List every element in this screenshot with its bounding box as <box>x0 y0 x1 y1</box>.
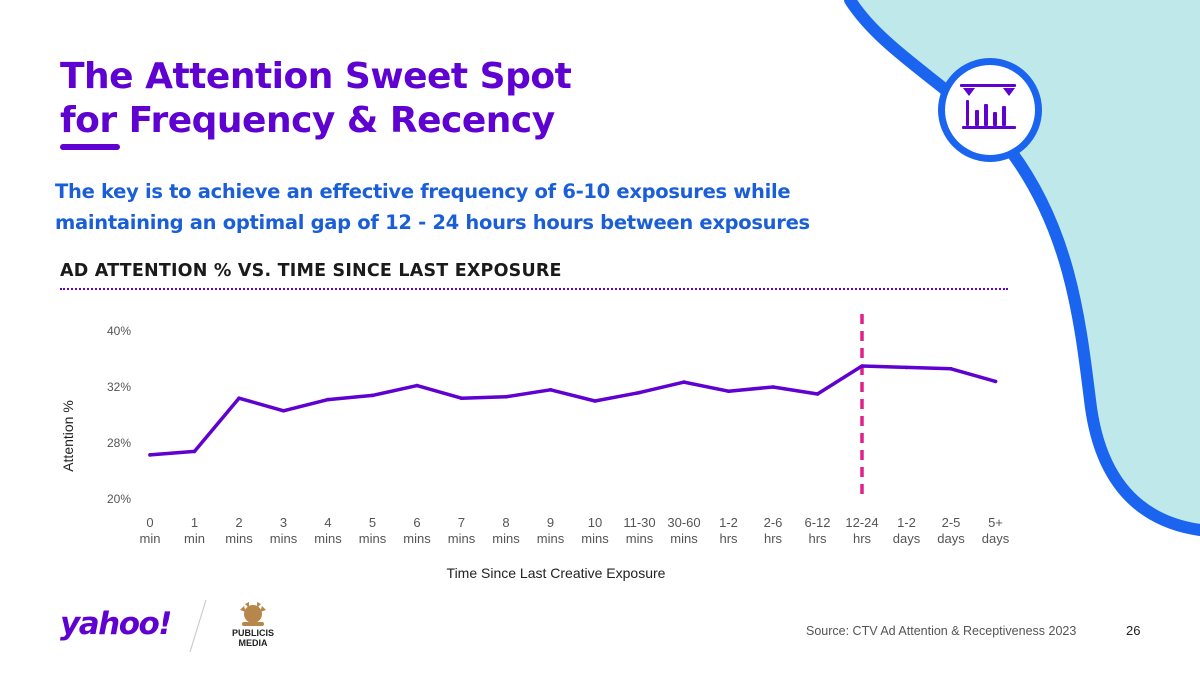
x-tick-label: days <box>893 531 921 546</box>
logo-divider <box>189 599 207 653</box>
subtitle-line-2: maintaining an optimal gap of 12 - 24 ho… <box>55 211 810 234</box>
icon-badge <box>938 58 1042 162</box>
source-note: Source: CTV Ad Attention & Receptiveness… <box>806 624 1077 638</box>
x-tick-label: 1-2 <box>897 515 916 530</box>
slide-subtitle: The key is to achieve an effective frequ… <box>55 176 915 238</box>
title-line-1: The Attention Sweet Spot <box>60 56 572 97</box>
x-tick-label: 5+ <box>988 515 1003 530</box>
x-tick-label: 2-5 <box>942 515 961 530</box>
data-point <box>548 388 553 392</box>
x-tick-label: days <box>937 531 965 546</box>
x-tick-label: 7 <box>458 515 465 530</box>
x-tick-label: 2-6 <box>764 515 783 530</box>
subtitle-line-1: The key is to achieve an effective frequ… <box>55 180 791 203</box>
x-tick-label: 0 <box>146 515 153 530</box>
data-point <box>904 365 909 370</box>
x-tick-label: 11-30 <box>623 515 655 530</box>
data-point <box>370 393 375 398</box>
data-point <box>237 396 241 401</box>
x-tick-label: 8 <box>502 515 509 530</box>
data-point <box>415 383 419 388</box>
data-point <box>281 409 286 413</box>
x-tick-label: 6 <box>413 515 420 530</box>
data-point <box>459 396 464 401</box>
x-tick-label: mins <box>314 531 342 546</box>
y-axis-label: Attention % <box>60 400 76 472</box>
x-tick-label: mins <box>626 531 654 546</box>
x-tick-label: 5 <box>369 515 376 530</box>
x-tick-label: 4 <box>324 515 331 530</box>
x-tick-label: min <box>140 531 161 546</box>
x-tick-label: hrs <box>808 531 827 546</box>
data-point <box>726 389 731 394</box>
y-tick-label: 40% <box>107 324 131 338</box>
x-tick-label: 10 <box>588 515 602 530</box>
x-tick-label: 1 <box>191 515 198 530</box>
x-tick-label: mins <box>581 531 609 546</box>
y-tick-label: 32% <box>107 380 131 394</box>
x-tick-label: hrs <box>719 531 738 546</box>
x-tick-label: mins <box>225 531 253 546</box>
title-underline <box>60 144 120 150</box>
x-tick-label: min <box>184 531 205 546</box>
data-point <box>593 399 597 403</box>
data-point <box>815 392 820 396</box>
x-tick-label: hrs <box>853 531 872 546</box>
data-point <box>993 379 998 384</box>
teal-accent-shape <box>850 0 1200 530</box>
x-tick-label: 12-24 <box>845 515 878 530</box>
x-tick-label: mins <box>270 531 298 546</box>
data-point <box>949 367 953 371</box>
y-tick-label: 28% <box>107 436 131 450</box>
x-tick-label: days <box>982 531 1010 546</box>
data-point <box>148 453 152 457</box>
yahoo-logo: yahoo! <box>60 606 172 642</box>
x-tick-label: mins <box>537 531 565 546</box>
x-tick-label: 2 <box>235 515 242 530</box>
x-tick-label: 9 <box>547 515 554 530</box>
publicis-lion-emblem <box>240 602 266 626</box>
data-point <box>326 397 330 402</box>
data-point <box>504 395 508 399</box>
x-tick-label: 6-12 <box>804 515 830 530</box>
x-tick-label: mins <box>670 531 698 546</box>
series-line <box>148 364 998 457</box>
slide-title: The Attention Sweet Spot for Frequency &… <box>60 55 572 143</box>
publicis-media-logo: PUBLICIS MEDIA <box>212 600 294 652</box>
blue-accent-border <box>844 0 1200 536</box>
chart-divider <box>60 288 1008 290</box>
x-tick-label: hrs <box>764 531 783 546</box>
publicis-line-2: MEDIA <box>238 638 268 648</box>
x-tick-label: 3 <box>280 515 287 530</box>
x-tick-label: 1-2 <box>719 515 738 530</box>
x-tick-label: mins <box>403 531 431 546</box>
x-tick-label: mins <box>448 531 476 546</box>
x-tick-label: mins <box>359 531 387 546</box>
bar-chart-with-markers-icon <box>960 84 1016 129</box>
data-point <box>192 449 197 454</box>
data-point <box>637 390 642 395</box>
title-line-2: for Frequency & Recency <box>60 100 555 141</box>
x-axis-label: Time Since Last Creative Exposure <box>447 565 666 581</box>
y-tick-label: 20% <box>107 492 131 506</box>
x-tick-label: 30-60 <box>667 515 700 530</box>
data-point <box>771 385 775 389</box>
data-point <box>860 364 864 368</box>
chart-title: AD ATTENTION % VS. TIME SINCE LAST EXPOS… <box>60 261 562 281</box>
data-point <box>682 380 686 384</box>
publicis-line-1: PUBLICIS <box>231 628 274 638</box>
page-number: 26 <box>1126 623 1141 638</box>
x-tick-label: mins <box>492 531 520 546</box>
